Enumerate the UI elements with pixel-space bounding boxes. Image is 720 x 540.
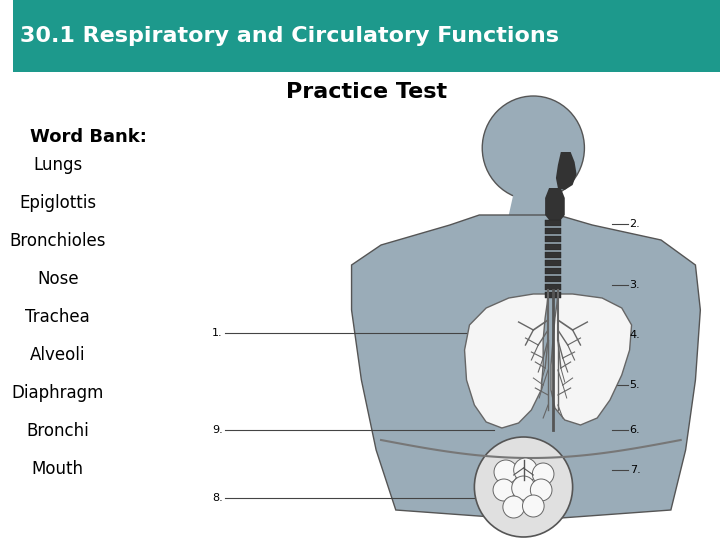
- Text: Trachea: Trachea: [25, 308, 90, 326]
- Circle shape: [523, 495, 544, 517]
- Text: 1.: 1.: [212, 328, 223, 338]
- Polygon shape: [551, 294, 631, 425]
- Polygon shape: [509, 193, 558, 215]
- Bar: [545, 236, 561, 242]
- Bar: [545, 244, 561, 250]
- Circle shape: [474, 437, 572, 537]
- Text: 30.1 Respiratory and Circulatory Functions: 30.1 Respiratory and Circulatory Functio…: [20, 26, 559, 46]
- Bar: [545, 252, 561, 258]
- Text: Mouth: Mouth: [32, 460, 84, 478]
- Bar: [545, 292, 561, 298]
- Polygon shape: [545, 188, 564, 220]
- Text: Bronchioles: Bronchioles: [9, 232, 106, 250]
- Text: Nose: Nose: [37, 270, 78, 288]
- Text: 2.: 2.: [629, 219, 640, 229]
- Text: Diaphragm: Diaphragm: [12, 384, 104, 402]
- Text: Word Bank:: Word Bank:: [30, 128, 147, 146]
- Bar: [545, 220, 561, 226]
- Text: Practice Test: Practice Test: [286, 82, 447, 102]
- Bar: [545, 260, 561, 266]
- Circle shape: [493, 479, 515, 501]
- Bar: [545, 276, 561, 282]
- Bar: [545, 228, 561, 234]
- Polygon shape: [556, 152, 577, 190]
- Circle shape: [503, 496, 524, 518]
- Circle shape: [532, 463, 554, 485]
- Text: 8.: 8.: [212, 493, 223, 503]
- Text: 4.: 4.: [629, 330, 640, 340]
- Text: 5.: 5.: [629, 380, 640, 390]
- Polygon shape: [464, 294, 548, 428]
- Text: 7.: 7.: [629, 465, 640, 475]
- Circle shape: [512, 476, 535, 500]
- Text: Bronchi: Bronchi: [27, 422, 89, 440]
- Circle shape: [531, 479, 552, 501]
- Text: 3.: 3.: [629, 280, 640, 290]
- Text: Alveoli: Alveoli: [30, 346, 86, 364]
- Bar: [545, 268, 561, 274]
- Text: Epiglottis: Epiglottis: [19, 194, 96, 212]
- Bar: [12, 0, 720, 72]
- Text: Lungs: Lungs: [33, 156, 82, 174]
- Circle shape: [494, 460, 518, 484]
- Polygon shape: [351, 215, 701, 520]
- Circle shape: [482, 96, 585, 200]
- Text: 6.: 6.: [629, 425, 640, 435]
- Bar: [545, 284, 561, 290]
- Text: 9.: 9.: [212, 425, 223, 435]
- Circle shape: [513, 458, 537, 482]
- Bar: [12, 0, 720, 72]
